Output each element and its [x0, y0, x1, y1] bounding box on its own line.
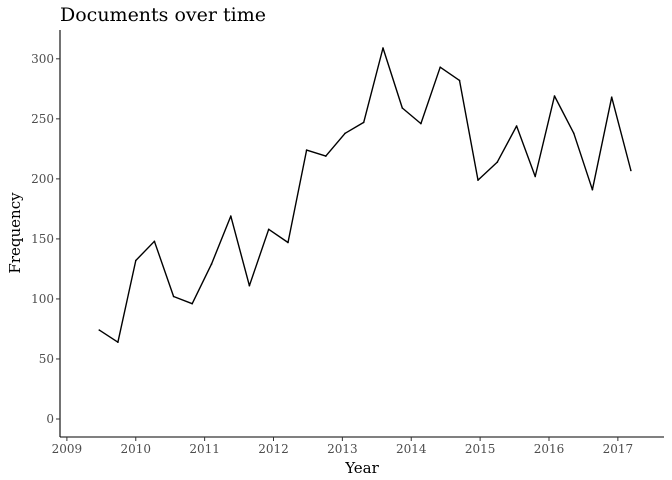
data-point	[382, 47, 384, 49]
x-tick-label: 2015	[465, 442, 496, 456]
data-point	[210, 263, 213, 265]
x-tick-label: 2014	[396, 442, 427, 456]
data-point	[248, 284, 251, 287]
plot-area	[98, 47, 632, 344]
data-point	[420, 122, 422, 125]
data-point	[458, 79, 461, 82]
y-tick-label: 250	[31, 112, 54, 126]
y-axis-title: Frequency	[6, 192, 24, 274]
x-tick-label: 2017	[603, 442, 634, 456]
y-tick-label: 100	[31, 292, 54, 306]
data-point	[172, 295, 175, 298]
data-point	[305, 149, 308, 151]
y-tick-label: 0	[46, 412, 54, 426]
data-point	[344, 132, 346, 135]
x-tick-label: 2013	[327, 442, 358, 456]
y-tick-label: 50	[39, 352, 54, 366]
data-point	[610, 96, 613, 98]
x-tick-label: 2011	[189, 442, 220, 456]
data-point	[439, 66, 442, 68]
y-tick-label: 200	[31, 172, 54, 186]
data-point	[191, 302, 193, 305]
data-point	[477, 179, 479, 181]
data-point	[591, 188, 594, 191]
data-point	[534, 175, 536, 178]
data-point	[496, 161, 499, 163]
data-point	[230, 215, 232, 217]
series-line	[98, 47, 632, 343]
x-tick-label: 2009	[52, 442, 83, 456]
data-point	[117, 341, 119, 344]
x-axis-ticks: 2009 2010 2011 2012 2013 2014 2015 2016 2017	[52, 437, 634, 456]
data-point	[153, 240, 156, 243]
data-point	[362, 121, 365, 124]
x-axis-title: Year	[344, 459, 379, 477]
data-point	[287, 241, 289, 244]
data-point	[267, 228, 270, 231]
data-point	[325, 155, 327, 157]
data-point	[98, 329, 101, 331]
data-point	[553, 95, 556, 97]
data-point	[135, 259, 137, 262]
x-tick-label: 2010	[120, 442, 151, 456]
chart-title: Documents over time	[60, 4, 266, 26]
y-tick-label: 300	[31, 52, 54, 66]
x-tick-label: 2016	[534, 442, 565, 456]
y-tick-label: 150	[31, 232, 54, 246]
x-tick-label: 2012	[258, 442, 289, 456]
data-point	[630, 169, 632, 172]
y-axis-ticks: 0 50 100 150 200 250 300	[31, 52, 60, 426]
data-point	[515, 125, 518, 127]
data-point	[401, 107, 404, 109]
data-point	[573, 132, 575, 135]
